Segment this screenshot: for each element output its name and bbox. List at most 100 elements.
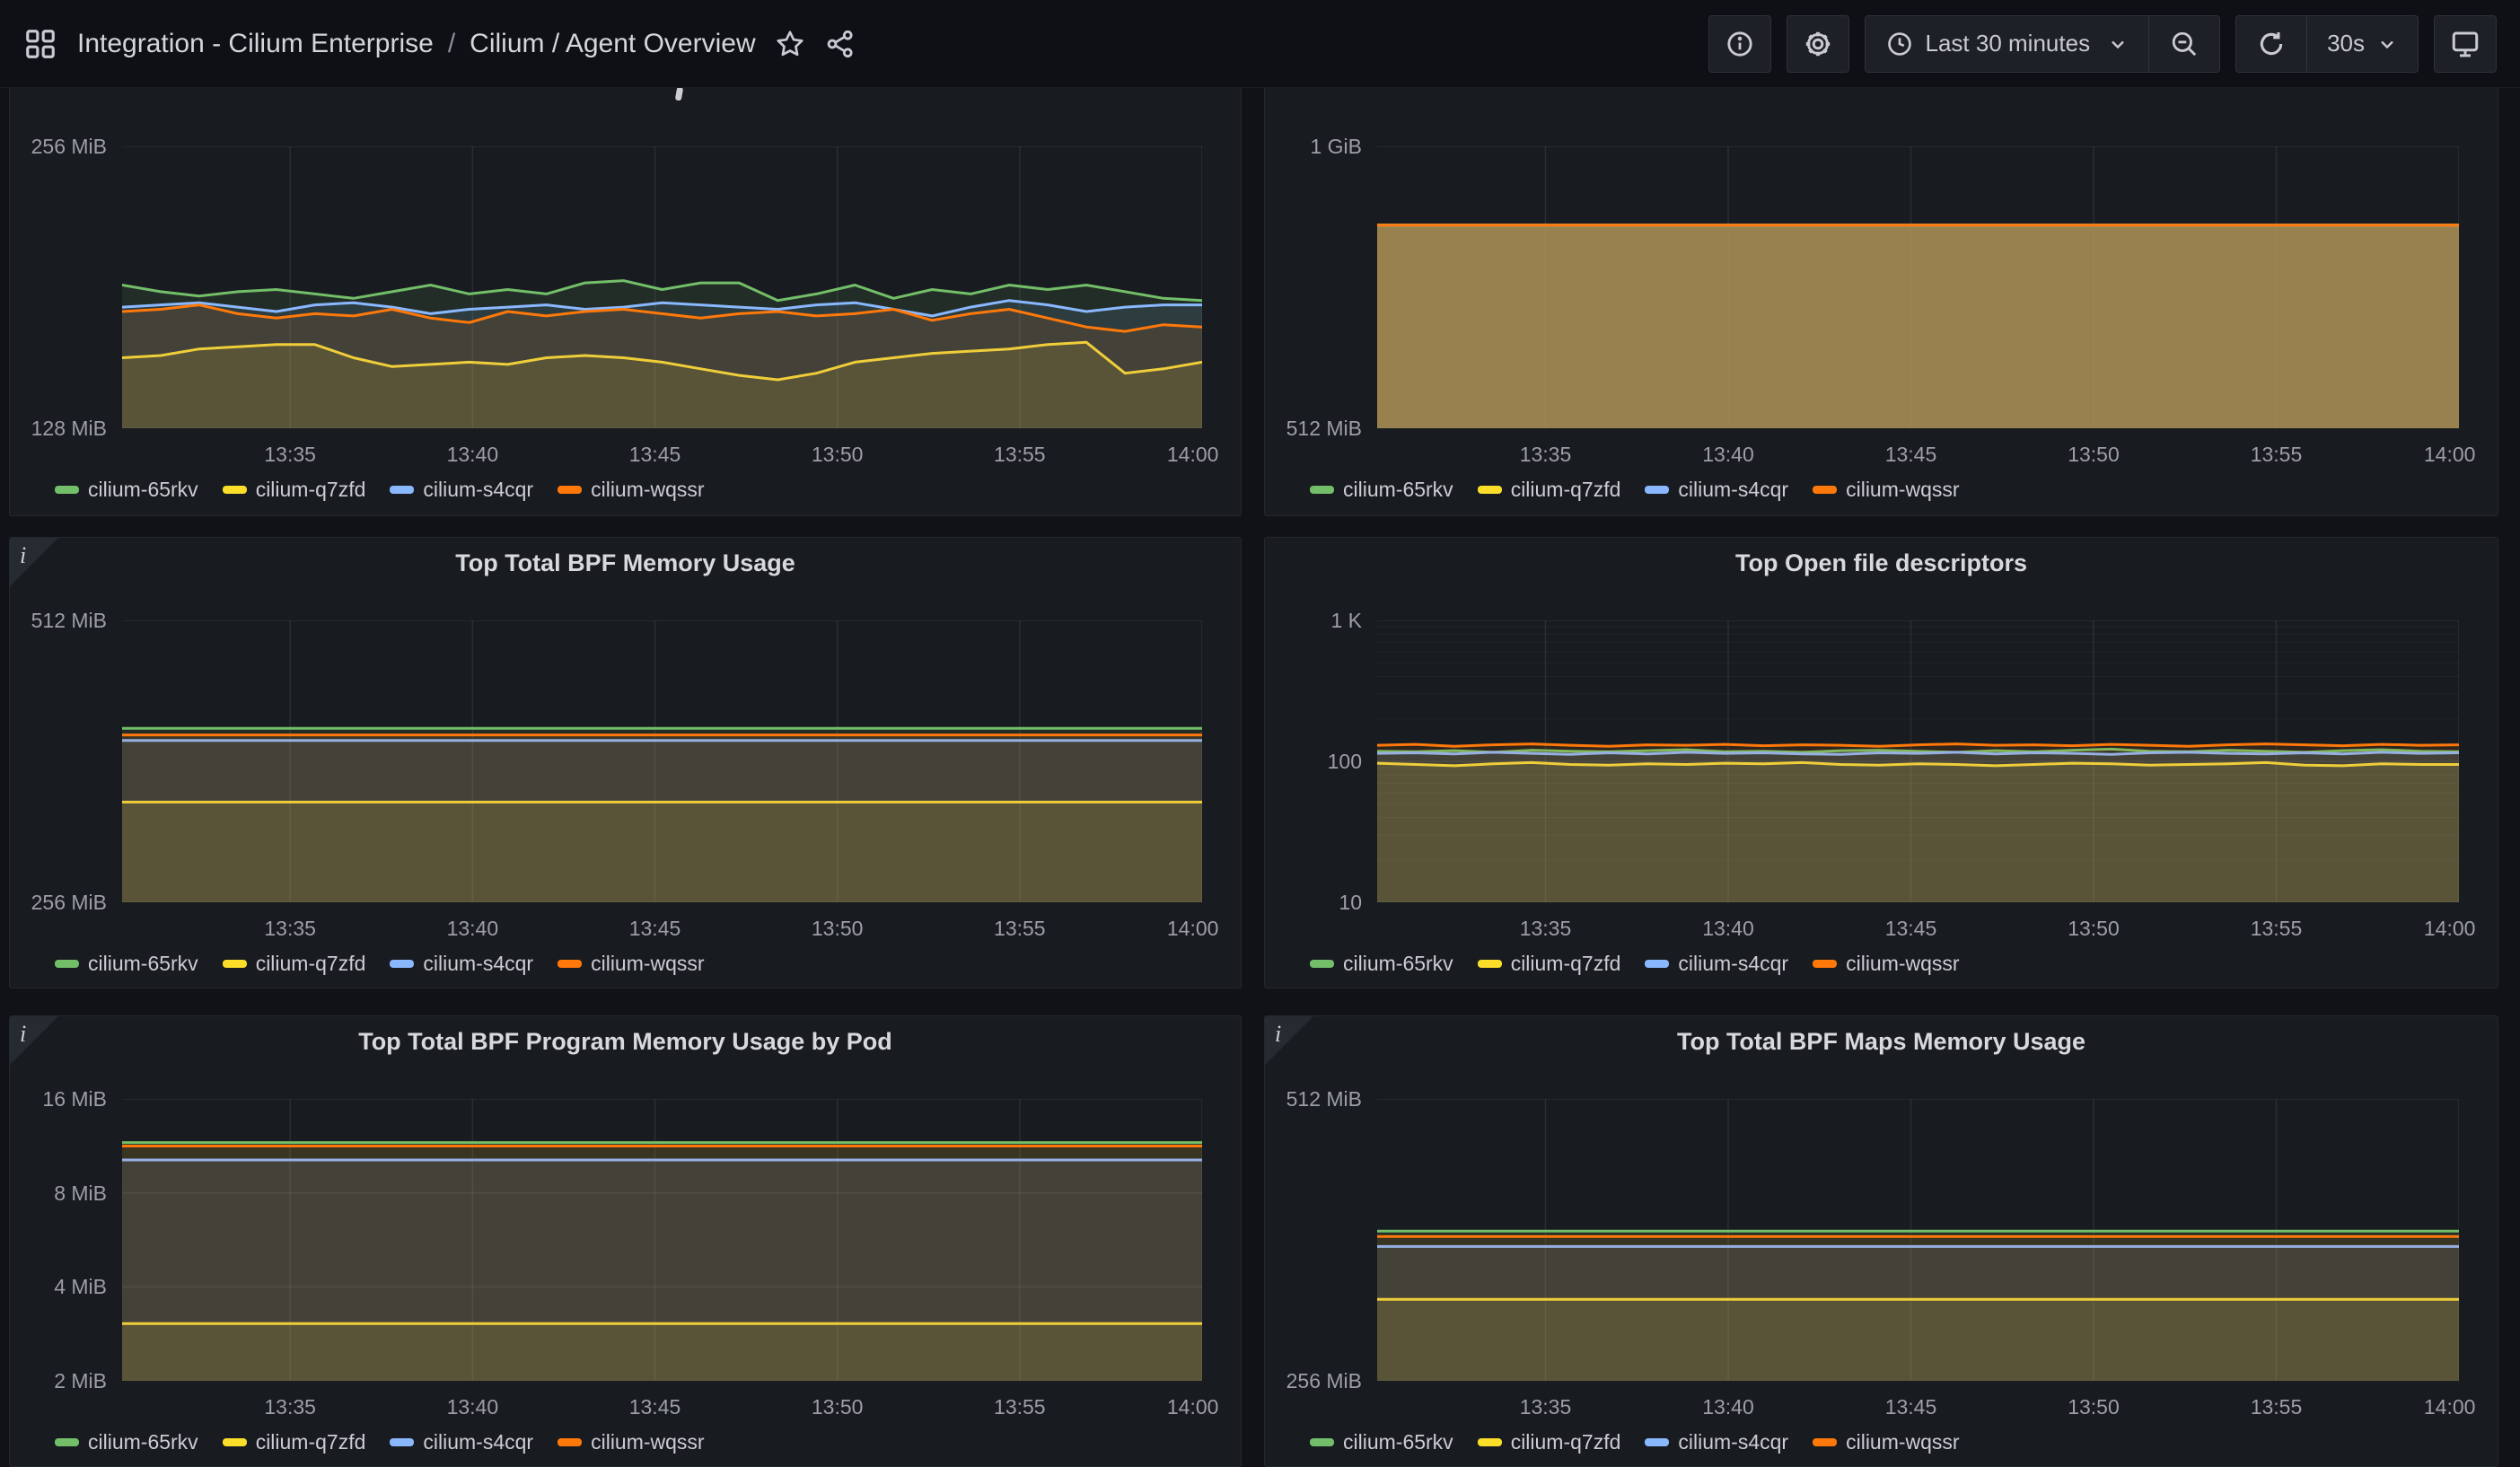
breadcrumb: Integration - Cilium Enterprise / Cilium… [77, 29, 756, 59]
legend-label: cilium-s4cqr [1678, 951, 1789, 975]
series-fill-cilium-65rkv [1377, 224, 2459, 428]
legend-swatch [1477, 959, 1502, 968]
legend-item-cilium-65rkv[interactable]: cilium-65rkv [55, 478, 198, 502]
chart-plot-area[interactable] [122, 620, 1202, 902]
header-actions: Last 30 minutes [1708, 14, 2497, 73]
legend-item-cilium-s4cqr[interactable]: cilium-s4cqr [390, 952, 533, 976]
chart-svg [1377, 146, 2459, 428]
breadcrumb-dashboard-title[interactable]: Cilium / Agent Overview [470, 28, 756, 58]
x-axis-tick-label: 13:35 [264, 917, 316, 940]
panel-title[interactable]: Top Total BPF Maps Memory Usage [1676, 1028, 2086, 1055]
legend-item-cilium-q7zfd[interactable]: cilium-q7zfd [222, 478, 365, 502]
dashboard-settings-button[interactable] [1786, 14, 1849, 73]
magnifier-minus-icon [2169, 29, 2200, 59]
legend-item-cilium-wqssr[interactable]: cilium-wqssr [1813, 1430, 1960, 1454]
legend-swatch [222, 485, 247, 494]
series-fill-cilium-q7zfd [1377, 1299, 2459, 1381]
chart-svg [1377, 1099, 2459, 1381]
x-axis-tick-label: 13:45 [628, 443, 681, 466]
legend-item-cilium-65rkv[interactable]: cilium-65rkv [55, 952, 198, 976]
panel-info-corner[interactable] [10, 1016, 58, 1065]
series-fill-cilium-wqssr [1377, 224, 2459, 428]
panel-middle-left: i Top Total BPF Memory Usage 512 MiB 256 Mi… [9, 537, 1242, 988]
panel-title[interactable]: Top Total BPF Program Memory Usage by Po… [358, 1028, 892, 1055]
legend-item-cilium-s4cqr[interactable]: cilium-s4cqr [390, 478, 533, 502]
panel-bottom-right: i Top Total BPF Maps Memory Usage 512 MiB 2… [1264, 1015, 2498, 1467]
panel-title[interactable]: Top Open file descriptors [1734, 549, 2028, 576]
dashboard-insights-button[interactable] [1708, 14, 1771, 73]
legend-swatch [1310, 959, 1334, 968]
refresh-dashboard-button[interactable] [2236, 16, 2306, 72]
series-fill-cilium-q7zfd [1377, 762, 2459, 902]
cycle-view-mode-button[interactable] [2434, 14, 2497, 73]
series-fill-cilium-q7zfd [122, 802, 1202, 902]
series-line-cilium-65rkv [1377, 747, 2459, 754]
x-axis-tick-label: 14:00 [1166, 917, 1219, 940]
apps-grid-icon[interactable] [23, 27, 57, 61]
legend-swatch [222, 959, 247, 968]
legend-item-cilium-wqssr[interactable]: cilium-wqssr [558, 478, 705, 502]
legend-item-cilium-wqssr[interactable]: cilium-wqssr [1813, 478, 1960, 502]
refresh-interval-picker[interactable]: 30s [2306, 15, 2418, 72]
legend-item-cilium-s4cqr[interactable]: cilium-s4cqr [1645, 478, 1788, 502]
chart-plot-area[interactable] [122, 1099, 1202, 1381]
legend-swatch [390, 1437, 415, 1446]
panel-bottom-left: i Top Total BPF Program Memory Usage by P… [9, 1015, 1242, 1467]
legend-label: cilium-65rkv [1343, 1429, 1453, 1454]
zoom-out-time-button[interactable] [2148, 15, 2219, 72]
legend-item-cilium-s4cqr[interactable]: cilium-s4cqr [390, 1430, 533, 1454]
legend-label: cilium-s4cqr [423, 477, 534, 501]
chart-svg [122, 1099, 1202, 1381]
x-axis-tick-label: 14:00 [2423, 917, 2476, 940]
refresh-interval-label: 30s [2327, 30, 2365, 57]
series-fill-cilium-65rkv [122, 280, 1202, 428]
legend-item-cilium-65rkv[interactable]: cilium-65rkv [1310, 478, 1453, 502]
x-axis-tick-label: 14:00 [1166, 1395, 1219, 1419]
legend-swatch [55, 485, 79, 494]
chart-plot-area[interactable] [122, 146, 1202, 428]
legend-swatch [558, 1437, 583, 1446]
legend-swatch [1645, 959, 1670, 968]
legend-item-cilium-q7zfd[interactable]: cilium-q7zfd [1477, 478, 1620, 502]
legend-item-cilium-65rkv[interactable]: cilium-65rkv [55, 1430, 198, 1454]
x-axis-tick-label: 13:55 [2250, 917, 2303, 940]
chart-svg [1377, 620, 2459, 902]
legend-item-cilium-s4cqr[interactable]: cilium-s4cqr [1645, 952, 1788, 976]
series-fill-cilium-wqssr [122, 734, 1202, 902]
panel-title[interactable]: Top Total BPF Memory Usage [455, 549, 795, 576]
legend-item-cilium-wqssr[interactable]: cilium-wqssr [558, 1430, 705, 1454]
legend-item-cilium-q7zfd[interactable]: cilium-q7zfd [1477, 952, 1620, 976]
chart-plot-area[interactable] [1377, 146, 2459, 428]
legend-item-cilium-q7zfd[interactable]: cilium-q7zfd [1477, 1430, 1620, 1454]
chart-legend: cilium-65rkv cilium-q7zfd cilium-s4cqr cili… [1310, 950, 1960, 977]
legend-item-cilium-wqssr[interactable]: cilium-wqssr [558, 952, 705, 976]
breadcrumb-folder[interactable]: Integration - Cilium Enterprise [77, 28, 434, 58]
legend-swatch [390, 485, 415, 494]
time-range-picker[interactable]: Last 30 minutes [1866, 16, 2149, 72]
legend-label: cilium-65rkv [1343, 477, 1453, 501]
y-axis-tick-label: 512 MiB [31, 609, 107, 632]
chart-plot-area[interactable] [1377, 1099, 2459, 1381]
legend-item-cilium-s4cqr[interactable]: cilium-s4cqr [1645, 1430, 1788, 1454]
legend-item-cilium-wqssr[interactable]: cilium-wqssr [1813, 952, 1960, 976]
chart-legend: cilium-65rkv cilium-q7zfd cilium-s4cqr cili… [1310, 1428, 1960, 1455]
legend-swatch [1310, 485, 1334, 494]
panel-info-corner[interactable] [1265, 1016, 1313, 1065]
legend-swatch [390, 959, 415, 968]
share-dashboard-button[interactable] [824, 28, 856, 60]
legend-swatch [1477, 1437, 1502, 1446]
x-axis-tick-label: 13:50 [811, 1395, 864, 1419]
chart-plot-area[interactable] [1377, 620, 2459, 902]
legend-item-cilium-q7zfd[interactable]: cilium-q7zfd [222, 952, 365, 976]
time-range-controls: Last 30 minutes [1864, 14, 2221, 73]
y-axis-tick-label: 1 GiB [1310, 135, 1362, 158]
x-axis-tick-label: 13:45 [628, 917, 681, 940]
legend-item-cilium-65rkv[interactable]: cilium-65rkv [1310, 1430, 1453, 1454]
legend-swatch [558, 959, 583, 968]
legend-item-cilium-65rkv[interactable]: cilium-65rkv [1310, 952, 1453, 976]
legend-item-cilium-q7zfd[interactable]: cilium-q7zfd [222, 1430, 365, 1454]
legend-swatch [222, 1437, 247, 1446]
star-dashboard-button[interactable] [774, 28, 806, 60]
panel-info-corner[interactable] [10, 538, 58, 586]
